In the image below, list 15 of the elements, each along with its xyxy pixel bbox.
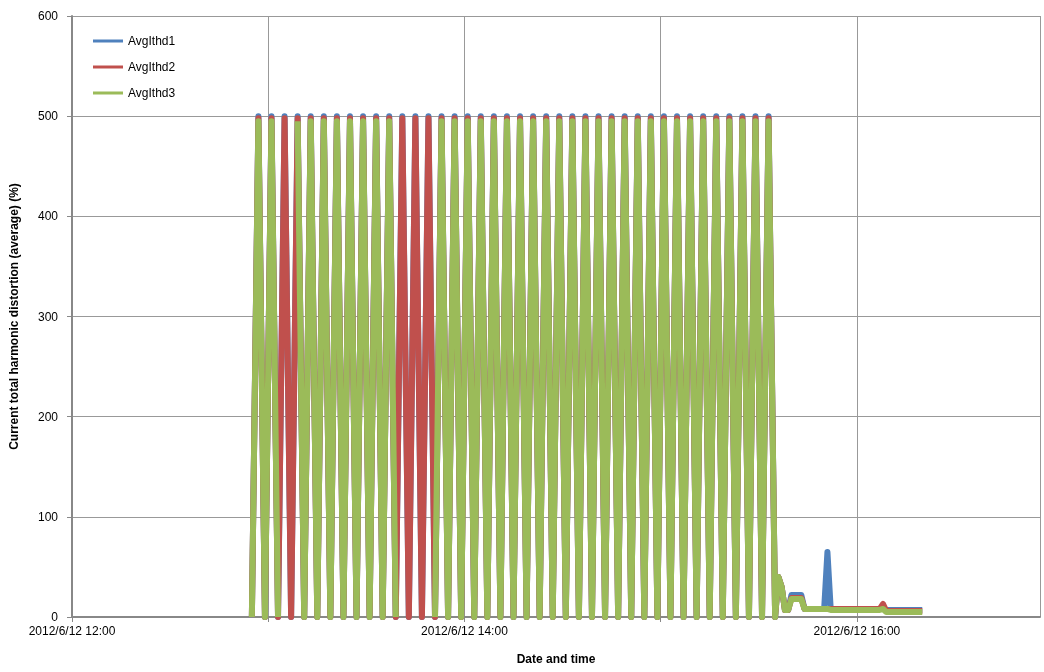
x-tick-label: 2012/6/12 12:00 — [28, 624, 116, 638]
y-tick-label: 0 — [51, 610, 59, 624]
legend-label: AvgIthd3 — [128, 86, 176, 100]
y-tick-label: 400 — [37, 209, 59, 224]
x-tick-label: 2012/6/12 14:00 — [421, 624, 509, 638]
x-axis-title: Date and time — [516, 652, 596, 666]
legend-label: AvgIthd1 — [128, 34, 176, 48]
legend-label: AvgIthd2 — [128, 60, 176, 74]
x-tick-label: 2012/6/12 16:00 — [813, 624, 901, 638]
y-tick-label: 500 — [37, 109, 59, 124]
y-tick-label: 300 — [37, 309, 59, 324]
y-tick-label: 100 — [37, 509, 59, 524]
y-tick-label: 600 — [37, 9, 59, 23]
y-tick-label: 200 — [37, 409, 59, 424]
y-axis-title: Current total harmonic distortion (average) (%) — [7, 183, 21, 450]
